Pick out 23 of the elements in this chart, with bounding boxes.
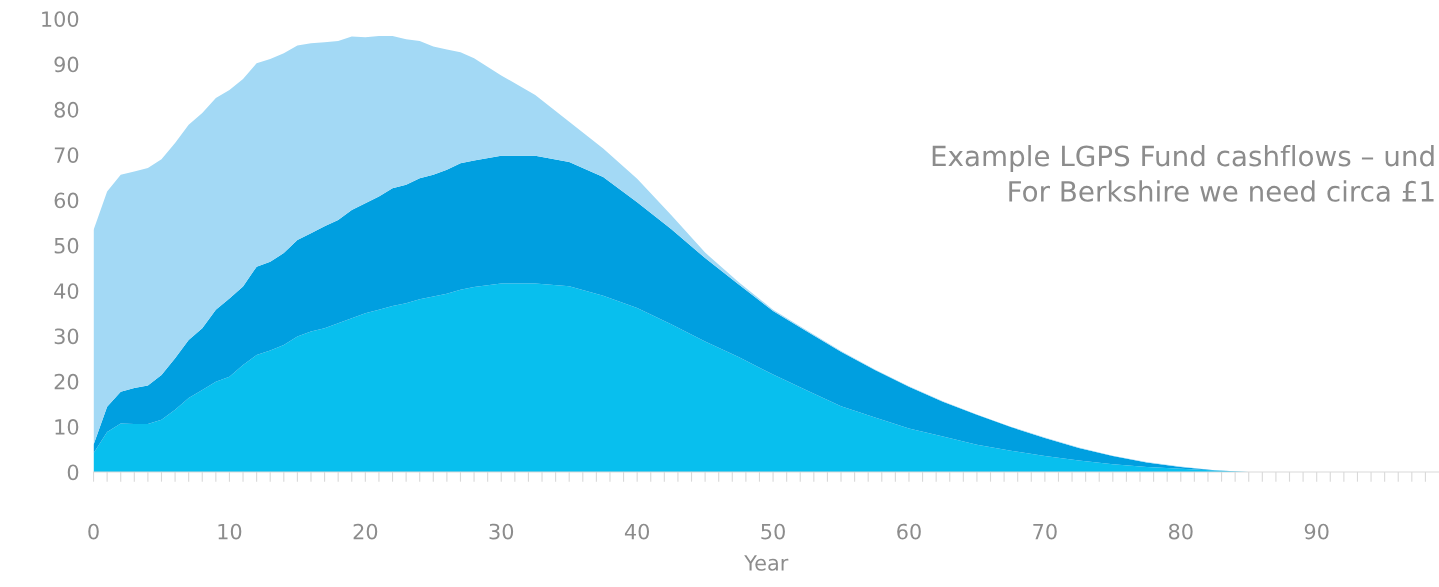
x-tick-label: 80 xyxy=(1168,523,1193,540)
x-tick-label: 30 xyxy=(489,523,514,540)
annotation: Example LGPS Fund cashflows – und For Berkshire we need circa £1 xyxy=(932,144,1434,202)
y-tick-label: 0 xyxy=(67,464,79,481)
y-tick-label: 50 xyxy=(54,237,79,254)
y-tick-label: 60 xyxy=(54,192,79,209)
y-tick-label: 40 xyxy=(54,283,79,299)
x-tick-label: 20 xyxy=(353,523,378,540)
y-tick-label: 10 xyxy=(55,419,79,435)
y-tick-label: 70 xyxy=(54,147,79,163)
y-tick-label: 90 xyxy=(54,56,79,73)
x-tick-label: 70 xyxy=(1033,523,1057,540)
x-tick-label: 60 xyxy=(897,523,921,540)
x-tick-label: 10 xyxy=(218,523,242,540)
x-tick-label: 90 xyxy=(1304,523,1329,540)
y-tick-label: 30 xyxy=(54,328,79,345)
x-tick-label: 0 xyxy=(88,523,99,540)
y-tick-label: 80 xyxy=(54,101,79,118)
y-tick-label: 20 xyxy=(54,373,79,390)
x-axis-title: Year xyxy=(744,555,789,571)
x-tick-label: 50 xyxy=(761,523,785,540)
x-tick-label: 40 xyxy=(624,523,650,540)
y-tick-label: 100 xyxy=(42,11,79,27)
